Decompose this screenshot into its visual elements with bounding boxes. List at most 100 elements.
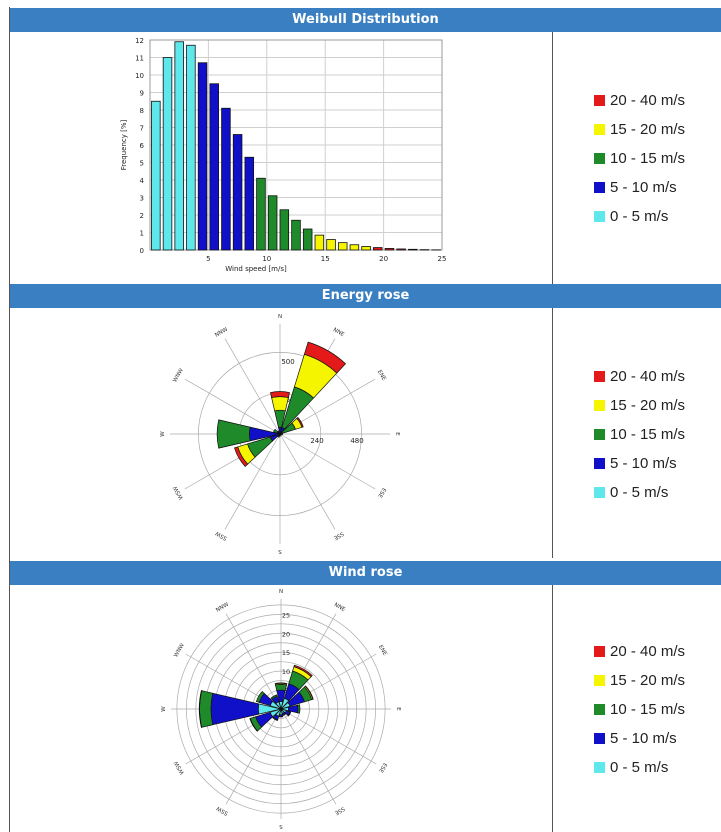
direction-label: NNE — [332, 327, 346, 338]
direction-spoke — [184, 378, 281, 435]
radial-tick-label: 10 — [282, 668, 290, 676]
bar — [221, 107, 231, 251]
legend-item: 0 - 5 m/s — [594, 478, 685, 507]
bar — [232, 134, 243, 251]
rose-sector — [249, 717, 258, 732]
legend-label: 5 - 10 m/s — [610, 730, 677, 747]
direction-label: ENE — [377, 644, 388, 657]
rose-sector — [199, 690, 214, 728]
direction-spoke — [225, 613, 282, 710]
radial-tick-label: 5 — [284, 687, 288, 695]
radial-tick-label: 480 — [350, 437, 363, 445]
legend-item: 10 - 15 m/s — [594, 695, 685, 724]
divider — [552, 308, 553, 558]
legend-swatch — [594, 95, 605, 106]
y-axis-label: Frequency [%] — [120, 119, 128, 170]
y-tick-label: 9 — [140, 90, 144, 98]
legend-label: 5 - 10 m/s — [610, 455, 677, 472]
bar — [384, 248, 395, 251]
rose-sector — [297, 704, 301, 714]
legend-swatch — [594, 733, 605, 744]
weibull-header: Weibull Distribution — [10, 8, 721, 32]
radial-tick-label: 500 — [281, 358, 294, 366]
legend-label: 15 - 20 m/s — [610, 121, 686, 138]
legend-item: 10 - 15 m/s — [594, 144, 685, 173]
bar — [197, 62, 208, 251]
legend-item: 5 - 10 m/s — [594, 173, 685, 202]
y-tick-label: 0 — [140, 247, 144, 255]
x-tick-label: 25 — [438, 255, 447, 263]
bar — [396, 248, 406, 251]
legend-label: 20 - 40 m/s — [610, 368, 686, 385]
bar — [302, 228, 313, 251]
rose-sector — [270, 391, 290, 398]
y-tick-label: 4 — [140, 177, 145, 185]
direction-label: WNW — [172, 367, 185, 383]
y-tick-label: 12 — [135, 37, 144, 45]
direction-label: SSE — [332, 530, 345, 541]
legend-swatch — [594, 458, 605, 469]
rose-sector — [303, 341, 347, 374]
bar — [162, 57, 173, 251]
bar — [326, 239, 336, 251]
legend-label: 0 - 5 m/s — [610, 484, 669, 501]
legend-swatch — [594, 762, 605, 773]
direction-label: S — [278, 548, 282, 554]
wind-rose-legend: 20 - 40 m/s 15 - 20 m/s 10 - 15 m/s 5 - 10 … — [594, 637, 685, 782]
legend-item: 0 - 5 m/s — [594, 753, 685, 782]
direction-label: WSW — [173, 759, 186, 775]
rose-sector — [270, 694, 278, 700]
legend-item: 20 - 40 m/s — [594, 362, 685, 391]
bar — [349, 244, 360, 251]
rose-sector — [273, 428, 279, 434]
rose-sector — [234, 446, 249, 467]
energy-rose-chart: NNNEENEEESESSESSSWWSWWWNWNNW240480500250 — [160, 314, 400, 554]
legend-swatch — [594, 704, 605, 715]
bar — [314, 234, 325, 251]
rose-sector — [255, 690, 265, 703]
y-tick-label: 2 — [140, 212, 144, 220]
rose-sector — [277, 430, 280, 434]
direction-label: WSW — [172, 484, 185, 500]
direction-label: SSW — [215, 804, 229, 816]
energy-rose-header: Energy rose — [10, 284, 721, 308]
bar — [337, 242, 348, 251]
direction-label: W — [160, 431, 166, 437]
rose-sector — [274, 682, 288, 685]
rose-sector — [271, 396, 289, 412]
legend-item: 15 - 20 m/s — [594, 115, 685, 144]
direction-label: NNW — [214, 326, 229, 338]
bar — [174, 41, 184, 251]
direction-spoke — [224, 433, 281, 530]
legend-swatch — [594, 646, 605, 657]
legend-swatch — [594, 487, 605, 498]
direction-spoke — [279, 433, 336, 530]
direction-label: E — [395, 707, 401, 711]
x-axis-label: Wind speed [m/s] — [225, 265, 287, 273]
rose-sector — [296, 416, 304, 428]
bar — [267, 195, 278, 251]
y-tick-label: 11 — [135, 55, 144, 63]
legend-label: 10 - 15 m/s — [610, 426, 686, 443]
legend-label: 15 - 20 m/s — [610, 397, 686, 414]
rose-sector — [216, 419, 251, 449]
rose-sector — [278, 715, 284, 718]
y-tick-label: 7 — [140, 125, 144, 133]
legend-swatch — [594, 211, 605, 222]
direction-spoke — [224, 338, 281, 435]
legend-item: 10 - 15 m/s — [594, 420, 685, 449]
legend-item: 20 - 40 m/s — [594, 637, 685, 666]
divider — [552, 32, 553, 284]
legend-label: 15 - 20 m/s — [610, 672, 686, 689]
legend-label: 10 - 15 m/s — [610, 150, 686, 167]
legend-swatch — [594, 675, 605, 686]
legend-swatch — [594, 400, 605, 411]
y-tick-label: 8 — [140, 107, 144, 115]
bar — [186, 44, 196, 251]
legend-swatch — [594, 153, 605, 164]
bar — [244, 156, 255, 251]
direction-label: ESE — [376, 486, 387, 498]
legend-swatch — [594, 182, 605, 193]
legend-item: 0 - 5 m/s — [594, 202, 685, 231]
direction-spoke — [225, 708, 282, 805]
